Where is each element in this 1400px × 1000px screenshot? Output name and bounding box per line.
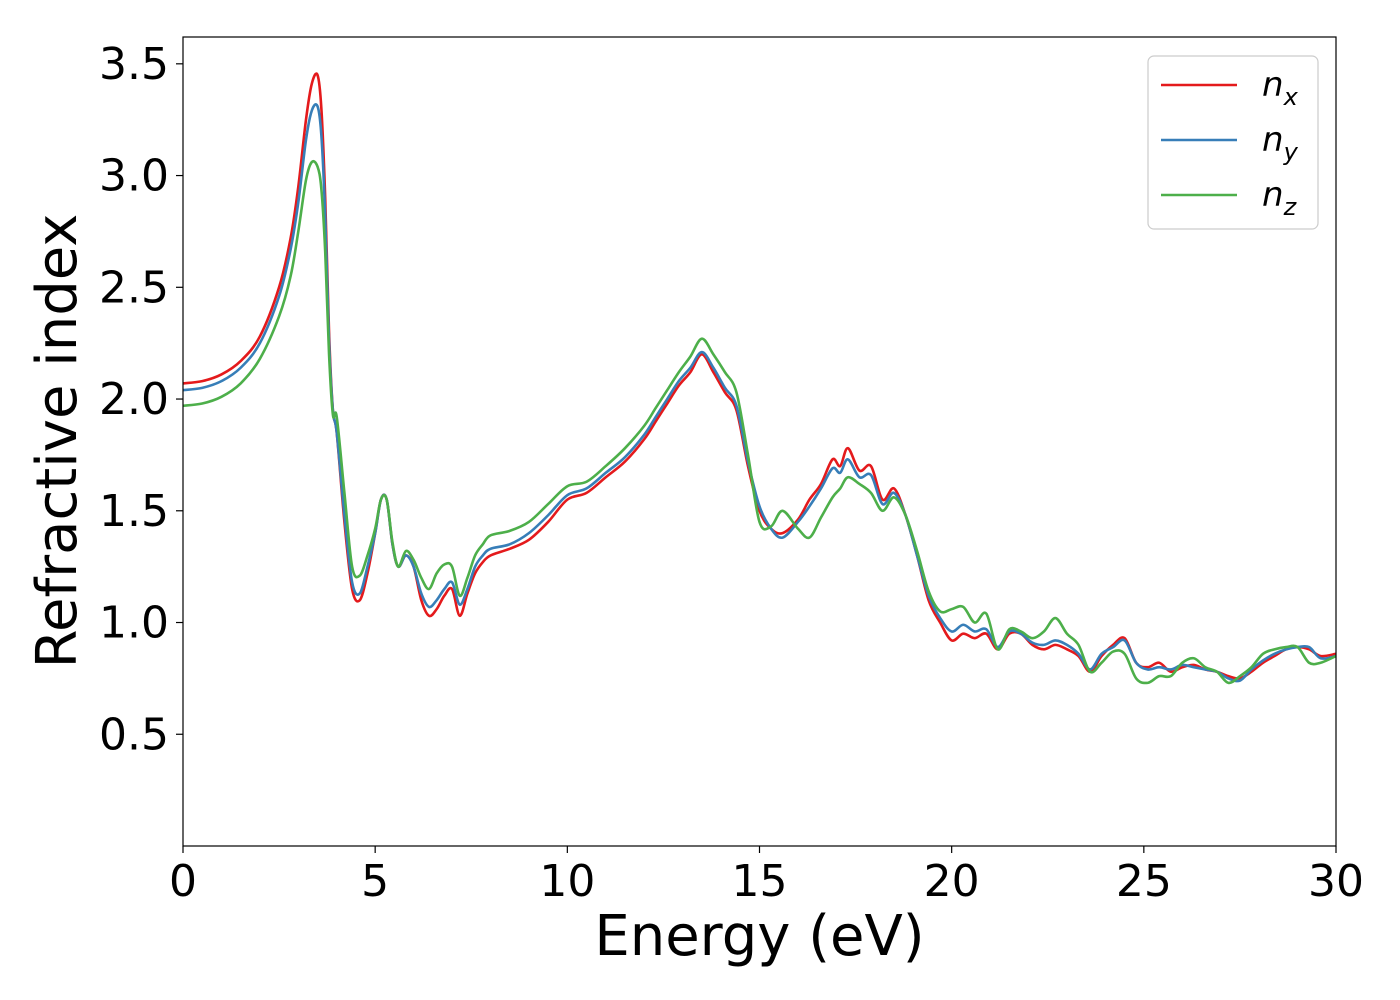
x-tick-label: 30 (1308, 856, 1364, 907)
x-tick-label: 0 (169, 856, 197, 907)
legend-label-subscript: x (1283, 83, 1299, 111)
y-tick-label: 3.0 (99, 151, 169, 202)
plot-background (183, 37, 1336, 846)
x-tick-label: 5 (361, 856, 389, 907)
legend-label-main: n (1262, 65, 1284, 105)
y-axis-label: Refractive index (25, 214, 90, 669)
y-tick-label: 1.0 (99, 598, 169, 649)
legend-label-n_x: nx (1262, 65, 1299, 111)
legend-box (1147, 55, 1319, 230)
y-tick-label: 0.5 (99, 709, 169, 760)
x-axis: 0 5 10 15 20 25 30 (169, 846, 1364, 907)
legend-label-subscript: z (1283, 193, 1298, 221)
legend-label-main: n (1262, 120, 1284, 160)
series-line-n_y (182, 103, 1337, 683)
y-tick-label: 1.5 (99, 486, 169, 537)
series-line-n_z (182, 159, 1337, 685)
y-tick-label: 2.5 (99, 262, 169, 313)
x-tick-label: 15 (732, 856, 788, 907)
legend-label-subscript: y (1283, 138, 1299, 166)
x-tick-label: 25 (1116, 856, 1172, 907)
y-tick-label: 2.0 (99, 374, 169, 425)
x-tick-label: 10 (539, 856, 595, 907)
x-axis-label: Energy (eV) (594, 904, 924, 969)
legend-label-n_z: nz (1262, 175, 1298, 221)
x-tick-label: 20 (924, 856, 980, 907)
legend-label-n_y: ny (1262, 120, 1299, 166)
y-tick-label: 3.5 (99, 39, 169, 90)
legend-label-main: n (1262, 175, 1284, 215)
series-layer (182, 72, 1337, 685)
y-axis: 0.5 1.0 1.5 2.0 2.5 3.0 3.5 (99, 39, 183, 760)
